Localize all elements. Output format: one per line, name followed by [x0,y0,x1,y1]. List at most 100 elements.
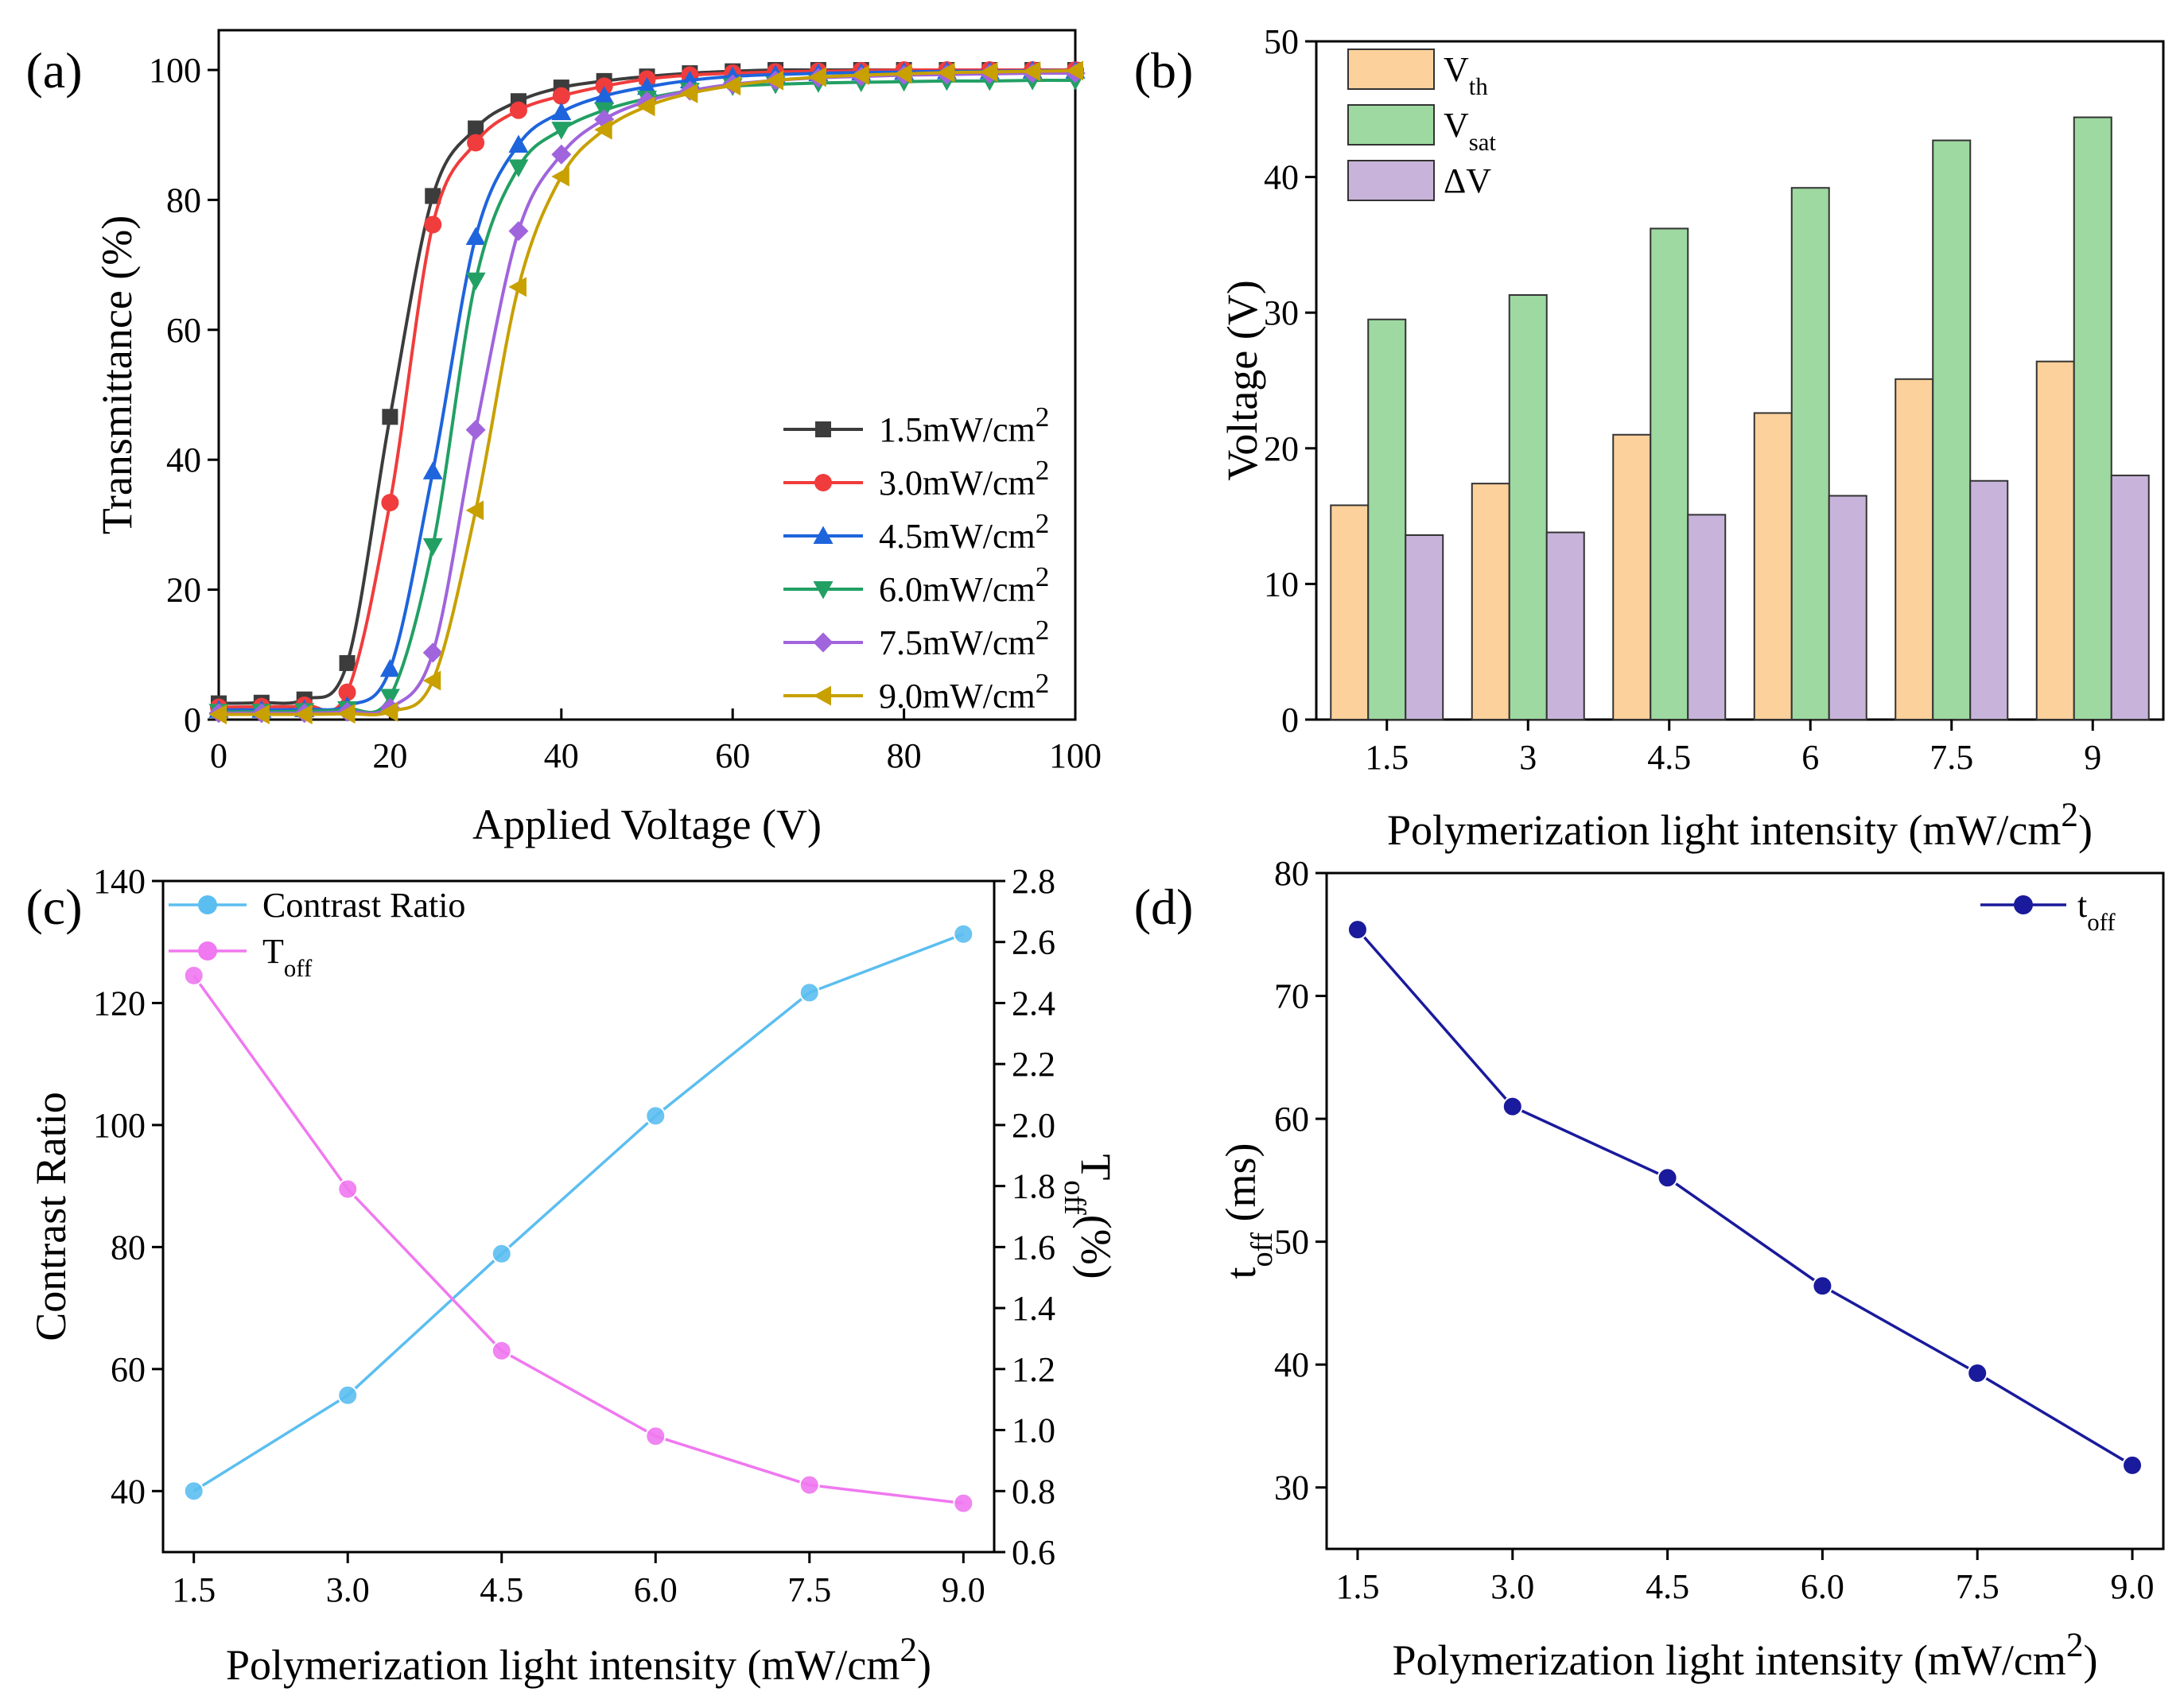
legend-swatch [1347,104,1435,146]
y-axis-title: toff (ms) [1217,1143,1279,1279]
data-point [953,923,974,945]
data-point [491,1340,512,1361]
plot-frame [217,29,1077,721]
data-point [337,1384,359,1406]
panel-b: (b) 0 10 20 30 40 50 1.5 3 4.5 6 7.5 9 Polymerization… [1134,22,2165,855]
data-point [1812,1275,1833,1297]
x-tick-label: 1.5 [1365,738,1409,777]
x-tick-label: 9 [2084,738,2101,777]
data-point [422,670,441,691]
series-line [219,72,1076,716]
data-point [765,70,784,91]
data-point [551,166,569,187]
series-line [218,68,1076,712]
y-tick-label: 0.8 [1012,1472,1055,1511]
bar [1894,378,1934,720]
panel-d: (d) 30 40 50 60 70 80 1.5 3.0 4.5 6.0 7.5 9.0 Polymer… [1134,854,2165,1684]
x-tick-label: 40 [544,736,579,775]
data-point [552,87,570,105]
data-point [491,1243,512,1264]
legend-label: ΔV [1444,161,1491,200]
legend-label: 9.0mW/cm2 [879,668,1049,716]
y-tick-label: 1.2 [1012,1350,1055,1389]
legend-label: 1.5mW/cm2 [879,402,1049,450]
x-axis-title: Applied Voltage (V) [472,801,822,848]
data-point [1502,1096,1523,1117]
y-tick-label: 140 [93,862,146,901]
data-point [465,500,484,521]
x-tick-label: 3.0 [326,1570,370,1609]
x-tick-label: 7.5 [1956,1567,1999,1606]
data-point [508,221,529,242]
y-tick-label: 1.8 [1012,1167,1055,1206]
bar [1932,139,1972,720]
data-point [594,119,612,140]
x-tick-label: 3.0 [1490,1567,1534,1606]
series-0 [183,923,974,1502]
x-axis-title: Polymerization light intensity (mW/cm2) [1387,797,2093,855]
data-point [339,654,356,671]
data-point [465,272,486,291]
data-point [1347,919,1368,941]
x-tick-label: 6 [1801,738,1819,777]
data-point [508,277,527,297]
data-point [645,1105,666,1127]
x-tick-label: 100 [1049,736,1102,775]
y-tick-label: 0 [1281,701,1299,739]
y-tick-label: 60 [1274,1100,1309,1139]
legend-marker [2014,895,2033,914]
y-tick-label: 1.0 [1012,1411,1055,1450]
y-tick-label: 1.6 [1012,1228,1055,1267]
data-point [551,102,572,121]
series-0 [1347,919,2143,1476]
data-point [508,159,529,178]
data-point [979,61,998,82]
data-point [468,120,484,137]
y-tick-label: 2.2 [1012,1045,1055,1084]
series-1 [210,61,1084,716]
data-point [465,420,486,440]
legend-marker [198,941,217,961]
data-point [509,101,527,119]
data-point [338,683,356,701]
x-tick-label: 6.0 [1801,1567,1844,1606]
x-tick-label: 9.0 [942,1570,985,1609]
x-tick-label: 4.5 [480,1570,523,1609]
x-tick-label: 6.0 [634,1570,678,1609]
series-2 [1405,474,2150,721]
legend: Contrast Ratio Toff [169,886,465,982]
x-tick-label: 1.5 [172,1570,216,1609]
series-line [218,68,1075,712]
data-point [183,1481,204,1502]
bar [1545,531,1585,721]
data-point [808,67,826,87]
bar [1969,479,2009,721]
data-point [645,1426,666,1447]
data-point [508,134,529,153]
data-point [936,62,955,83]
y-axis-title: Transmittance (%) [93,215,141,534]
x-tick-label: 60 [715,736,750,775]
legend-label: 3.0mW/cm2 [879,455,1049,503]
y-tick-label: 50 [1274,1223,1309,1262]
series-line [192,974,964,1505]
data-point [953,1492,974,1514]
x-tick-label: 7.5 [1929,738,1973,777]
y-tick-label: 100 [93,1106,146,1145]
data-point [551,144,572,165]
data-point [251,704,270,724]
series-line [218,79,1076,714]
y-tick-label: 80 [1274,854,1309,893]
bar [1405,534,1444,721]
data-point [379,701,398,722]
series-line [1356,928,2133,1467]
legend: Vth Vsat ΔV [1347,49,1496,201]
y-tick-label: 2.6 [1012,923,1055,962]
bar [1687,514,1727,720]
y-tick-label: 0 [184,701,201,739]
series-line [192,933,964,1492]
panel-label: (c) [25,879,82,935]
legend-marker [813,581,834,600]
data-point [379,658,400,677]
